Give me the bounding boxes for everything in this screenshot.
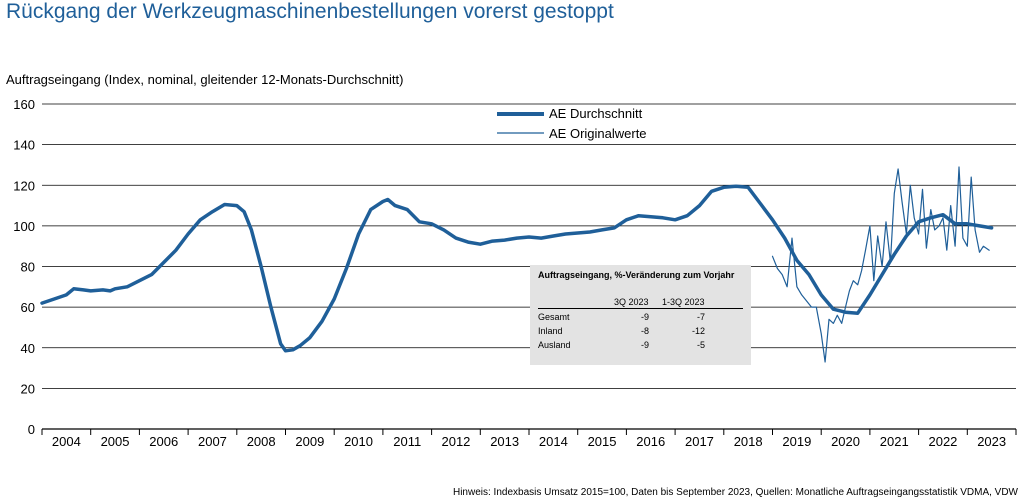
info-table-divider	[538, 308, 743, 309]
x-tick-label: 2007	[198, 434, 227, 449]
x-tick-label: 2015	[588, 434, 617, 449]
footnote: Hinweis: Indexbasis Umsatz 2015=100, Dat…	[452, 487, 1018, 498]
x-tick-label: 2005	[101, 434, 130, 449]
series-layer	[40, 166, 994, 363]
info-row-inland: Inland -8 -12	[530, 326, 751, 340]
x-tick-label: 2021	[880, 434, 909, 449]
series-line-ae-durchschnitt	[40, 184, 994, 353]
y-tick-label: 20	[21, 381, 35, 396]
y-tick-label: 80	[21, 260, 35, 275]
info-row-value-1: -9	[641, 312, 650, 322]
x-tick-label: 2011	[393, 434, 421, 449]
info-row-value-1: -9	[641, 340, 650, 350]
info-col-header-2: 1-3Q 2023	[662, 297, 705, 307]
x-tick-label: 2023	[977, 434, 1006, 449]
info-row-value-2: -12	[692, 326, 706, 336]
chart-legend: AE Durchschnitt AE Originalwerte	[497, 106, 647, 141]
x-tick-label: 2010	[344, 434, 373, 449]
legend-label-avg: AE Durchschnitt	[549, 106, 643, 121]
y-tick-label: 40	[21, 341, 35, 356]
x-tick-label: 2017	[685, 434, 714, 449]
x-tick-label: 2006	[149, 434, 178, 449]
info-row-value-1: -8	[641, 326, 650, 336]
series-line-ae-originalwerte	[771, 166, 990, 363]
x-tick-label: 2019	[782, 434, 811, 449]
x-tick-label: 2013	[490, 434, 519, 449]
x-tick-label: 2018	[734, 434, 763, 449]
x-tick-label: 2004	[52, 434, 81, 449]
info-row-value-2: -5	[697, 340, 706, 350]
info-table-title: Auftragseingang, %-Veränderung zum Vorja…	[538, 270, 735, 280]
legend-label-orig: AE Originalwerte	[549, 126, 647, 141]
y-tick-label: 0	[28, 422, 35, 437]
x-tick-label: 2012	[441, 434, 470, 449]
grid-layer	[42, 103, 1016, 430]
info-table-box: Auftragseingang, %-Veränderung zum Vorja…	[530, 265, 751, 365]
info-row-label: Gesamt	[538, 312, 570, 322]
page-title: Rückgang der Werkzeugmaschinenbestellung…	[6, 0, 614, 23]
info-row-value-2: -7	[697, 312, 706, 322]
x-tick-label: 2016	[636, 434, 665, 449]
info-row-label: Ausland	[538, 340, 571, 350]
x-tick-label: 2020	[831, 434, 860, 449]
info-row-gesamt: Gesamt -9 -7	[530, 312, 751, 326]
y-tick-label: 60	[21, 300, 35, 315]
info-row-ausland: Ausland -9 -5	[530, 340, 751, 354]
info-col-header-1: 3Q 2023	[614, 297, 649, 307]
y-tick-label: 100	[13, 219, 35, 234]
y-tick-label: 160	[13, 97, 35, 112]
x-tick-label: 2014	[539, 434, 568, 449]
x-tick-label: 2022	[928, 434, 957, 449]
chart-subtitle: Auftragseingang (Index, nominal, gleiten…	[6, 72, 404, 87]
y-tick-label: 140	[13, 138, 35, 153]
axis-layer: 0 20 40 60 80 100 120 140 160 2004 2005 2006 2007 200…	[13, 97, 1017, 449]
info-row-label: Inland	[538, 326, 563, 336]
y-tick-label: 120	[13, 178, 35, 193]
x-tick-label: 2008	[247, 434, 276, 449]
x-tick-label: 2009	[295, 434, 324, 449]
